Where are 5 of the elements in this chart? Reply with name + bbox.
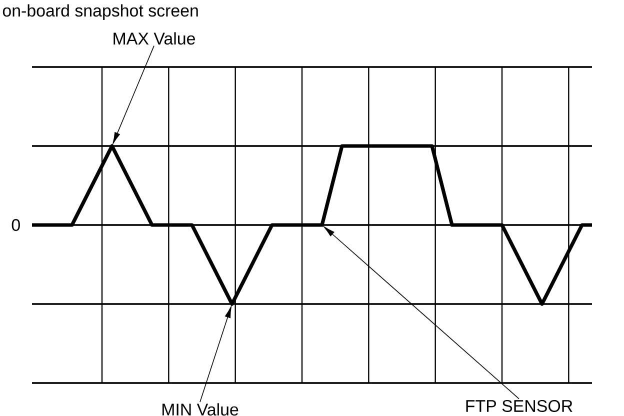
text: FTP SENSOR — [466, 400, 572, 412]
text: 0 — [12, 219, 20, 231]
chart-title: on-board snapshot screen — [2, 4, 198, 20]
text: MIN Value — [162, 403, 238, 416]
text: MAX Value — [114, 32, 195, 45]
